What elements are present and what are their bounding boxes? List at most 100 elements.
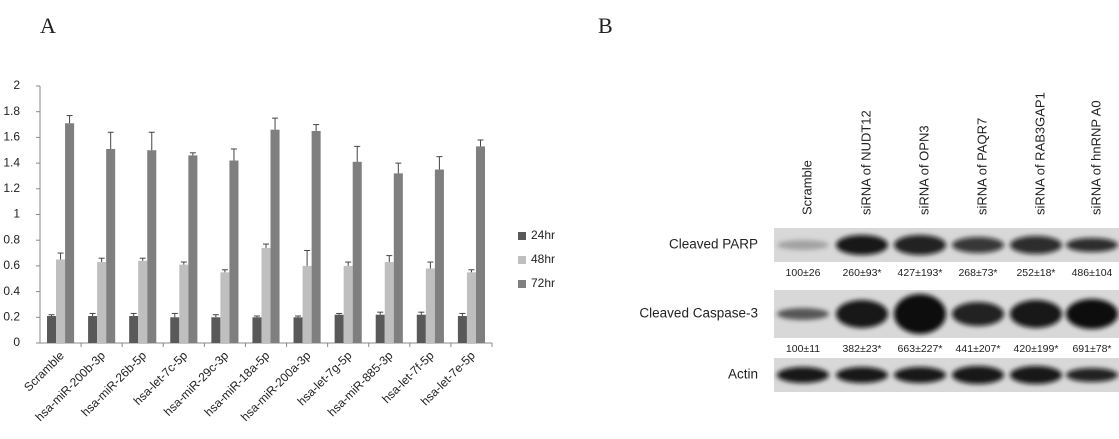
bar xyxy=(335,315,344,343)
bar xyxy=(385,262,394,343)
y-tick-label: 1.6 xyxy=(3,130,20,144)
error-bar xyxy=(459,313,465,316)
error-bar xyxy=(263,244,269,248)
bar xyxy=(56,259,65,343)
bar xyxy=(220,272,229,343)
quant-label: 420±199* xyxy=(1014,343,1059,355)
band xyxy=(894,367,946,383)
bar xyxy=(435,170,444,343)
error-bar xyxy=(213,315,219,318)
x-tick-label: hsa-miR-200b-3p xyxy=(33,348,109,424)
band xyxy=(1010,366,1062,384)
error-bar xyxy=(99,258,105,262)
bar xyxy=(303,266,312,343)
band xyxy=(777,308,829,320)
bar xyxy=(170,317,179,343)
row-label: Cleaved PARP xyxy=(669,237,758,252)
bar xyxy=(467,272,476,343)
bar xyxy=(138,261,147,343)
y-tick-label: 2 xyxy=(13,78,20,92)
quant-label: 268±73* xyxy=(958,267,997,279)
error-bar xyxy=(436,157,442,170)
quant-label: 691±78* xyxy=(1072,343,1111,355)
band xyxy=(952,302,1004,326)
bar xyxy=(376,315,385,343)
legend-label: 72hr xyxy=(531,276,555,290)
quant-label: 382±23* xyxy=(842,343,881,355)
error-bar xyxy=(140,258,146,261)
error-bar xyxy=(254,316,260,317)
bar xyxy=(476,146,485,343)
bar xyxy=(417,315,426,343)
band xyxy=(836,300,888,328)
bar xyxy=(252,317,261,343)
error-bar xyxy=(222,270,228,273)
error-bar xyxy=(149,132,155,150)
lane-label: Scramble xyxy=(799,160,814,215)
error-bar xyxy=(427,262,433,268)
legend-label: 48hr xyxy=(531,252,555,266)
error-bar xyxy=(336,313,342,314)
bar xyxy=(211,317,220,343)
error-bar xyxy=(354,146,360,161)
bar xyxy=(261,248,270,343)
error-bar xyxy=(67,116,73,124)
quant-label: 260±93* xyxy=(842,267,881,279)
bar xyxy=(312,131,321,343)
row-label: Cleaved Caspase-3 xyxy=(639,306,758,321)
lane-label: siRNA of PAQR7 xyxy=(974,118,989,215)
quant-label: 100±26 xyxy=(786,267,821,279)
panel-label: B xyxy=(598,13,613,38)
bar xyxy=(65,123,74,343)
error-bar xyxy=(477,140,483,146)
error-bar xyxy=(190,153,196,156)
bar xyxy=(88,316,97,343)
band xyxy=(1066,299,1118,329)
bar xyxy=(47,316,56,343)
band xyxy=(777,367,829,383)
band xyxy=(894,294,946,334)
y-tick-label: 1.8 xyxy=(3,104,20,118)
bar xyxy=(394,173,403,343)
band xyxy=(894,235,946,255)
bar xyxy=(229,161,238,343)
bar xyxy=(344,266,353,343)
band xyxy=(1010,236,1062,254)
bar xyxy=(129,316,138,343)
bar xyxy=(188,155,197,343)
error-bar xyxy=(304,250,310,265)
y-tick-label: 0 xyxy=(13,335,20,349)
bar xyxy=(458,316,467,343)
quant-label: 252±18* xyxy=(1016,267,1055,279)
legend-label: 24hr xyxy=(531,228,555,242)
bar xyxy=(179,265,188,343)
band xyxy=(1010,300,1062,328)
y-tick-label: 0.6 xyxy=(3,258,20,272)
error-bar xyxy=(90,313,96,316)
y-tick-label: 1 xyxy=(13,207,20,221)
quant-label: 486±104 xyxy=(1072,267,1113,279)
error-bar xyxy=(386,256,392,262)
error-bar xyxy=(58,253,64,259)
error-bar xyxy=(313,125,319,131)
error-bar xyxy=(295,316,301,317)
error-bar xyxy=(231,149,237,161)
quant-label: 441±207* xyxy=(956,343,1001,355)
figure: A B 00.20.40.60.811.21.41.61.82Scrambleh… xyxy=(0,0,1119,439)
band xyxy=(952,237,1004,253)
lane-label: siRNA of hnRNP A0 xyxy=(1088,100,1103,215)
error-bar xyxy=(377,312,383,315)
error-bar xyxy=(181,262,187,265)
error-bar xyxy=(345,262,351,266)
band xyxy=(1066,368,1118,382)
error-bar xyxy=(468,270,474,273)
legend-swatch xyxy=(518,280,526,288)
legend-swatch xyxy=(518,256,526,264)
lane-label: siRNA of RAB3GAP1 xyxy=(1032,92,1047,215)
band xyxy=(836,235,888,255)
y-tick-label: 0.4 xyxy=(3,284,20,298)
x-tick-label: hsa-miR-200a-3p xyxy=(238,348,314,424)
band xyxy=(836,367,888,383)
y-tick-label: 1.4 xyxy=(3,155,20,169)
panel-label: A xyxy=(40,13,56,38)
